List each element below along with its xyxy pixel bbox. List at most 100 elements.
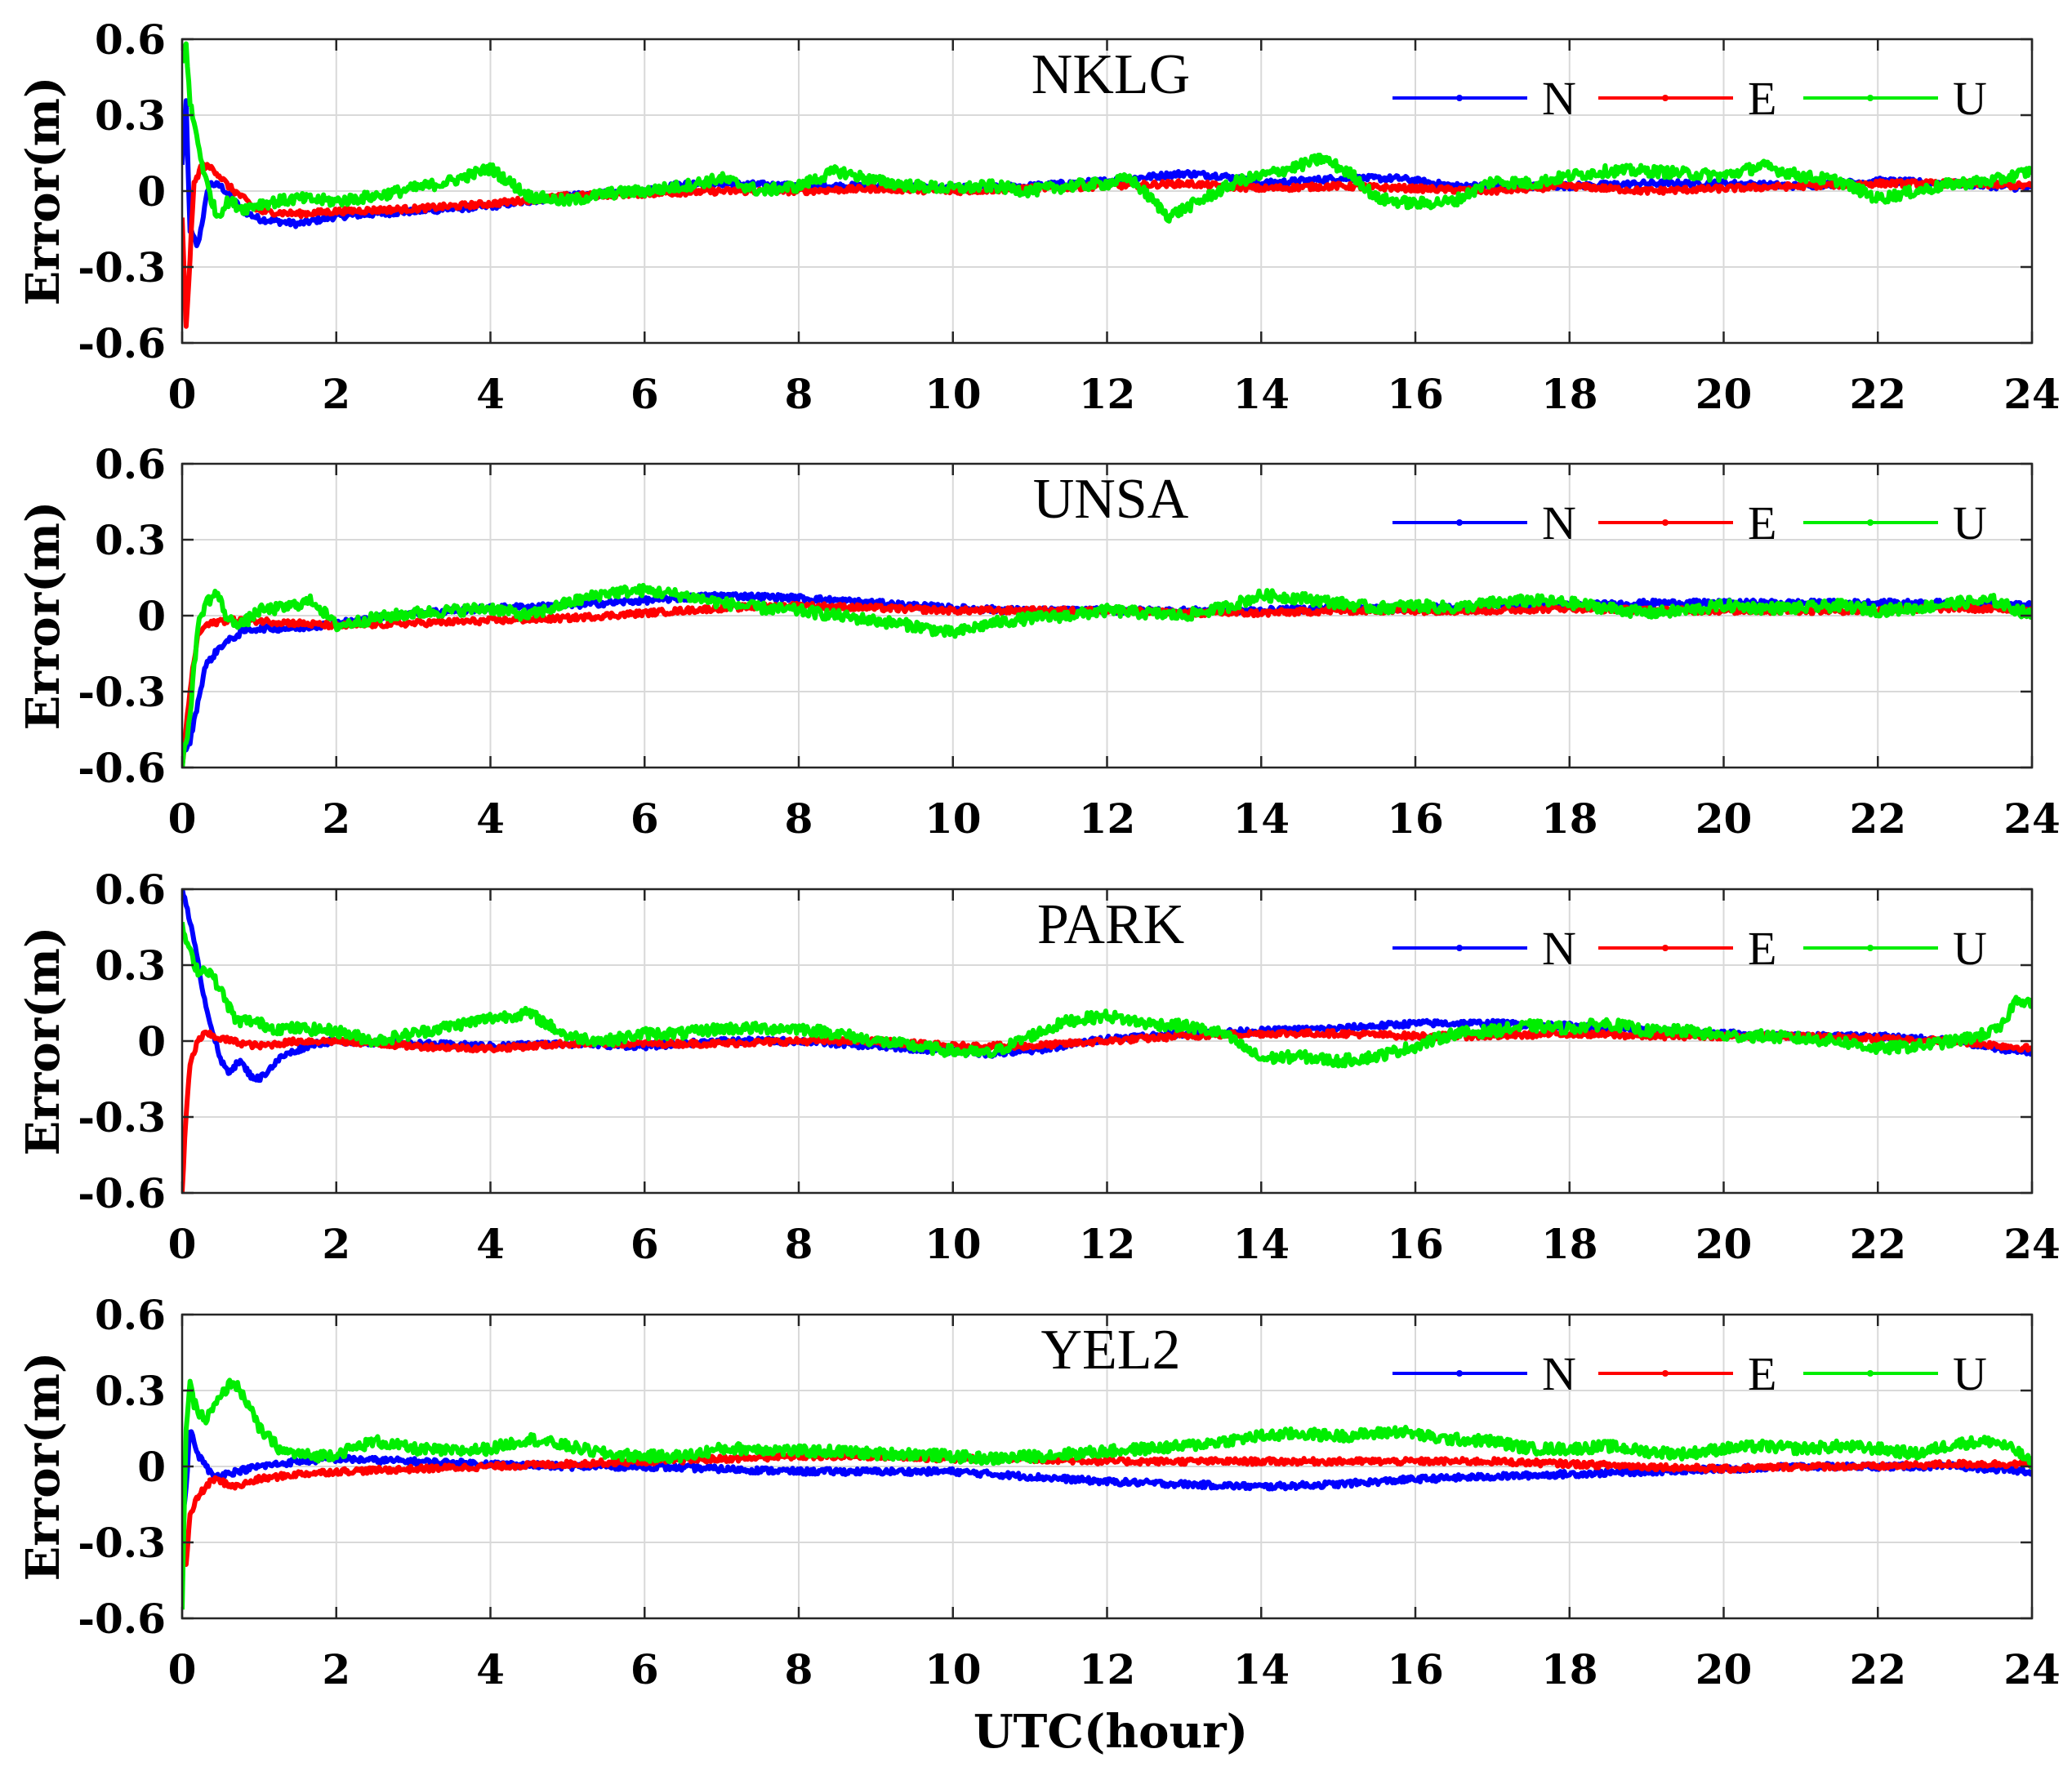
panels: 0 2 4 6 8 10 12 14 16 18 20 22 240.60.30-0.3-0.6Erro… [16, 16, 2061, 1693]
legend-marker-e [1662, 945, 1669, 951]
legend-marker-u [1867, 1370, 1874, 1377]
x-tick-label: 4 [476, 1645, 505, 1693]
legend-label-n: N [1542, 1347, 1576, 1400]
x-tick-label: 22 [1849, 794, 1906, 843]
x-tick-label: 8 [785, 1220, 813, 1268]
x-tick-label: 20 [1695, 370, 1753, 418]
y-tick-label: 0 [137, 592, 166, 640]
x-tick-label: 0 [168, 794, 197, 843]
x-tick-label: 2 [322, 370, 350, 418]
y-tick-label: -0.6 [78, 744, 166, 792]
y-tick-label: 0.3 [95, 941, 166, 990]
x-tick-label: 6 [631, 1220, 659, 1268]
x-axis-label: UTC(hour) [974, 1705, 1248, 1759]
legend-label-e: E [1748, 922, 1776, 975]
y-tick-label: 0 [137, 1017, 166, 1066]
x-tick-label: 14 [1232, 794, 1290, 843]
x-tick-label: 18 [1541, 1220, 1598, 1268]
y-tick-label: 0 [137, 1443, 166, 1491]
x-tick-label: 18 [1541, 1645, 1598, 1693]
legend-marker-n [1456, 1370, 1463, 1377]
x-tick-label: 12 [1079, 370, 1136, 418]
x-tick-label: 16 [1387, 1645, 1444, 1693]
x-tick-label: 14 [1232, 1220, 1290, 1268]
x-tick-label: 0 [168, 370, 197, 418]
legend-marker-u [1867, 95, 1874, 101]
legend-marker-n [1456, 519, 1463, 526]
legend-marker-n [1456, 95, 1463, 101]
x-tick-label: 0 [168, 1645, 197, 1693]
x-tick-label: 22 [1849, 1645, 1906, 1693]
legend-marker-u [1867, 519, 1874, 526]
series-group [182, 582, 2032, 768]
x-tick-label: 10 [925, 370, 982, 418]
y-tick-label: 0.6 [95, 866, 166, 914]
x-tick-label: 8 [785, 370, 813, 418]
legend-label-u: U [1953, 1347, 1987, 1400]
x-tick-label: 10 [925, 1220, 982, 1268]
series-group [182, 889, 2032, 1192]
x-tick-label: 6 [631, 370, 659, 418]
x-tick-label: 8 [785, 794, 813, 843]
x-tick-label: 12 [1079, 794, 1136, 843]
x-tick-label: 2 [322, 794, 350, 843]
x-tick-label: 6 [631, 1645, 659, 1693]
y-tick-label: 0 [137, 167, 166, 216]
y-axis-label: Error(m) [16, 501, 70, 731]
x-tick-label: 24 [2003, 1220, 2061, 1268]
x-tick-label: 18 [1541, 794, 1598, 843]
y-tick-label: 0.6 [95, 1291, 166, 1339]
legend-marker-n [1456, 945, 1463, 951]
panel-yel2: 0 2 4 6 8 10 12 14 16 18 20 22 240.60.30-0.3-0.6Erro… [16, 1291, 2061, 1693]
series-line-e [182, 1451, 2032, 1567]
series-group [182, 41, 2032, 329]
series-line-u [182, 582, 2032, 768]
x-tick-label: 20 [1695, 1220, 1753, 1268]
x-tick-label: 24 [2003, 794, 2061, 843]
panel-title: NKLG [1032, 43, 1190, 106]
y-axis-label: Error(m) [16, 77, 70, 306]
y-tick-label: -0.6 [78, 1595, 166, 1643]
x-tick-label: 16 [1387, 1220, 1444, 1268]
legend-label-n: N [1542, 496, 1576, 550]
x-tick-label: 20 [1695, 794, 1753, 843]
x-tick-label: 22 [1849, 1220, 1906, 1268]
x-tick-label: 0 [168, 1220, 197, 1268]
y-tick-label: 0.6 [95, 440, 166, 488]
panel-unsa: 0 2 4 6 8 10 12 14 16 18 20 22 240.60.30-0.3-0.6Erro… [16, 440, 2061, 843]
x-tick-label: 24 [2003, 1645, 2061, 1693]
panel-title: YEL2 [1040, 1319, 1180, 1382]
legend-label-e: E [1748, 72, 1776, 125]
legend-label-n: N [1542, 72, 1576, 125]
panel-park: 0 2 4 6 8 10 12 14 16 18 20 22 240.60.30-0.3-0.6Erro… [16, 866, 2061, 1268]
legend-label-n: N [1542, 922, 1576, 975]
x-tick-label: 2 [322, 1645, 350, 1693]
x-tick-label: 2 [322, 1220, 350, 1268]
x-tick-label: 14 [1232, 370, 1290, 418]
series-line-u [182, 922, 2032, 1069]
series-line-u [182, 1377, 2032, 1610]
panel-title: UNSA [1033, 468, 1189, 531]
x-tick-label: 24 [2003, 370, 2061, 418]
y-tick-label: 0.6 [95, 16, 166, 64]
series-line-u [182, 41, 2032, 224]
x-tick-label: 12 [1079, 1645, 1136, 1693]
legend-marker-e [1662, 519, 1669, 526]
y-tick-label: -0.3 [78, 1519, 166, 1567]
legend-marker-e [1662, 95, 1669, 101]
x-tick-label: 10 [925, 794, 982, 843]
series-group [182, 1377, 2032, 1610]
y-tick-label: -0.3 [78, 1093, 166, 1141]
y-tick-label: -0.6 [78, 319, 166, 367]
x-tick-label: 20 [1695, 1645, 1753, 1693]
y-tick-label: -0.6 [78, 1169, 166, 1217]
x-tick-label: 14 [1232, 1645, 1290, 1693]
y-tick-label: 0.3 [95, 516, 166, 564]
x-tick-label: 6 [631, 794, 659, 843]
y-tick-label: -0.3 [78, 243, 166, 291]
legend-label-u: U [1953, 922, 1987, 975]
x-tick-label: 16 [1387, 794, 1444, 843]
legend-label-u: U [1953, 72, 1987, 125]
